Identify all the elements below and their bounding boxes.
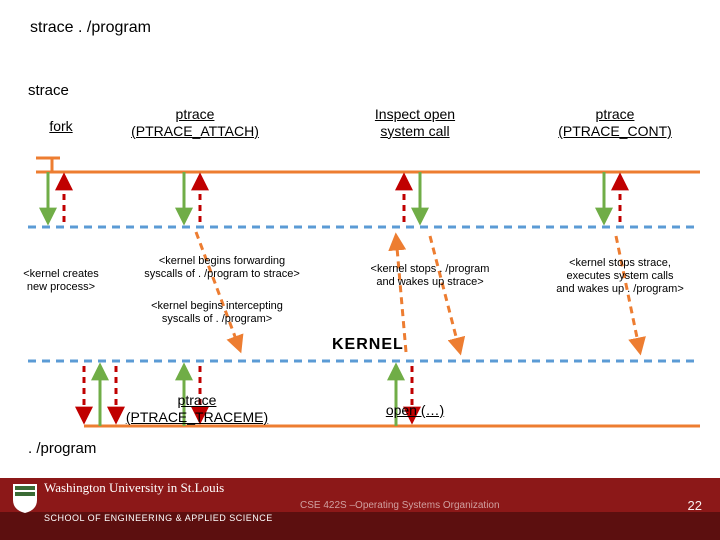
- label-open-call: open (…): [360, 402, 470, 419]
- footer-university: Washington University in St.Louis: [44, 480, 224, 496]
- label-ptrace-traceme: ptrace (PTRACE_TRACEME): [102, 392, 292, 426]
- proc-strace-label: strace: [28, 82, 69, 100]
- label-ptrace-attach: ptrace (PTRACE_ATTACH): [110, 106, 280, 140]
- label-ptrace-cont: ptrace (PTRACE_CONT): [540, 106, 690, 140]
- label-kernel: KERNEL: [332, 335, 404, 354]
- label-kernel-stops-strace: <kernel stops strace, executes system ca…: [530, 257, 710, 297]
- label-inspect-open: Inspect open system call: [350, 106, 480, 140]
- label-kernel-intercept: <kernel begins intercepting syscalls of …: [112, 300, 322, 326]
- slide-root: { "title": "strace . /program", "proc_st…: [0, 0, 720, 540]
- footer-school: SCHOOL OF ENGINEERING & APPLIED SCIENCE: [44, 513, 273, 523]
- footer-course: CSE 422S –Operating Systems Organization: [300, 500, 500, 511]
- label-fork: fork: [36, 118, 86, 135]
- proc-program-label: . /program: [28, 440, 96, 458]
- label-kernel-stops-prog: <kernel stops . /program and wakes up st…: [340, 263, 520, 289]
- slide-title: strace . /program: [30, 18, 151, 37]
- page-number: 22: [688, 498, 702, 513]
- label-kernel-creates: <kernel creates new process>: [6, 268, 116, 294]
- label-kernel-fwd: <kernel begins forwarding syscalls of . …: [112, 255, 332, 281]
- university-shield-icon: [12, 482, 38, 514]
